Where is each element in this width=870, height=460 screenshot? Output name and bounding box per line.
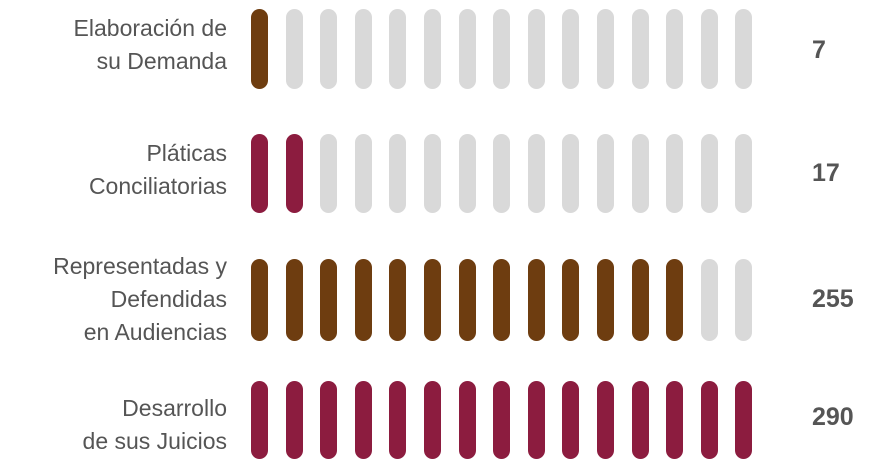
filled-unit-bar — [354, 381, 372, 459]
filled-unit-bar — [666, 381, 684, 459]
row-label: Elaboración de su Demanda — [0, 12, 227, 78]
empty-unit-bar — [527, 9, 545, 89]
filled-unit-bar — [424, 381, 441, 459]
label-line: su Demanda — [96, 48, 227, 74]
filled-unit-bar — [285, 381, 303, 459]
empty-unit-bar — [735, 9, 753, 89]
empty-unit-bar — [631, 134, 649, 213]
empty-unit-bar — [285, 9, 303, 89]
filled-unit-bar — [597, 259, 614, 341]
empty-unit-bar — [354, 134, 372, 213]
filled-unit-bar — [251, 134, 268, 213]
label-line: Defendidas — [110, 286, 227, 312]
row-platicas-conciliatorias: Pláticas Conciliatorias 17 — [0, 125, 870, 225]
filled-unit-bar — [631, 259, 649, 341]
label-line: Representadas y — [53, 253, 227, 279]
empty-unit-bar — [458, 9, 476, 89]
empty-unit-bar — [735, 134, 753, 213]
empty-unit-bar — [354, 9, 372, 89]
empty-unit-bar — [424, 134, 441, 213]
filled-unit-bar — [458, 381, 476, 459]
filled-unit-bar — [666, 259, 684, 341]
empty-unit-bar — [562, 134, 580, 213]
empty-unit-bar — [320, 134, 338, 213]
filled-unit-bar — [527, 381, 545, 459]
empty-unit-bar — [666, 134, 684, 213]
label-line: de sus Juicios — [82, 428, 227, 454]
empty-unit-bar — [527, 134, 545, 213]
empty-unit-bar — [666, 9, 684, 89]
unit-bars — [251, 9, 791, 89]
empty-unit-bar — [562, 9, 580, 89]
filled-unit-bar — [735, 381, 753, 459]
empty-unit-bar — [389, 134, 407, 213]
filled-unit-bar — [251, 381, 268, 459]
unit-bars — [251, 259, 791, 341]
filled-unit-bar — [320, 381, 338, 459]
row-value: 7 — [812, 36, 826, 64]
empty-unit-bar — [493, 134, 511, 213]
filled-unit-bar — [458, 259, 476, 341]
row-value: 255 — [812, 285, 854, 313]
empty-unit-bar — [597, 134, 614, 213]
filled-unit-bar — [631, 381, 649, 459]
filled-unit-bar — [527, 259, 545, 341]
label-line: Pláticas — [146, 140, 227, 166]
filled-unit-bar — [354, 259, 372, 341]
row-label: Pláticas Conciliatorias — [0, 137, 227, 203]
empty-unit-bar — [700, 134, 718, 213]
empty-unit-bar — [458, 134, 476, 213]
filled-unit-bar — [562, 259, 580, 341]
filled-unit-bar — [285, 259, 303, 341]
filled-unit-bar — [285, 134, 303, 213]
filled-unit-bar — [389, 381, 407, 459]
filled-unit-bar — [597, 381, 614, 459]
row-elaboracion-demanda: Elaboración de su Demanda 7 — [0, 0, 870, 100]
filled-unit-bar — [493, 381, 511, 459]
unit-bars — [251, 134, 791, 213]
filled-unit-bar — [251, 9, 268, 89]
filled-unit-bar — [320, 259, 338, 341]
filled-unit-bar — [389, 259, 407, 341]
empty-unit-bar — [735, 259, 753, 341]
row-value: 290 — [812, 403, 854, 431]
empty-unit-bar — [424, 9, 441, 89]
label-line: en Audiencias — [83, 319, 227, 345]
empty-unit-bar — [320, 9, 338, 89]
empty-unit-bar — [700, 259, 718, 341]
unit-bars — [251, 381, 791, 459]
filled-unit-bar — [493, 259, 511, 341]
filled-unit-bar — [562, 381, 580, 459]
empty-unit-bar — [631, 9, 649, 89]
row-desarrollo-juicios: Desarrollo de sus Juicios 290 — [0, 375, 870, 460]
label-line: Desarrollo — [122, 395, 227, 421]
label-line: Elaboración de — [73, 15, 227, 41]
filled-unit-bar — [424, 259, 441, 341]
filled-unit-bar — [251, 259, 268, 341]
empty-unit-bar — [597, 9, 614, 89]
filled-unit-bar — [700, 381, 718, 459]
row-representadas-defendidas: Representadas y Defendidas en Audiencias… — [0, 250, 870, 350]
row-label: Representadas y Defendidas en Audiencias — [0, 250, 227, 349]
empty-unit-bar — [493, 9, 511, 89]
empty-unit-bar — [700, 9, 718, 89]
row-label: Desarrollo de sus Juicios — [0, 392, 227, 458]
empty-unit-bar — [389, 9, 407, 89]
label-line: Conciliatorias — [88, 173, 227, 199]
row-value: 17 — [812, 159, 840, 187]
